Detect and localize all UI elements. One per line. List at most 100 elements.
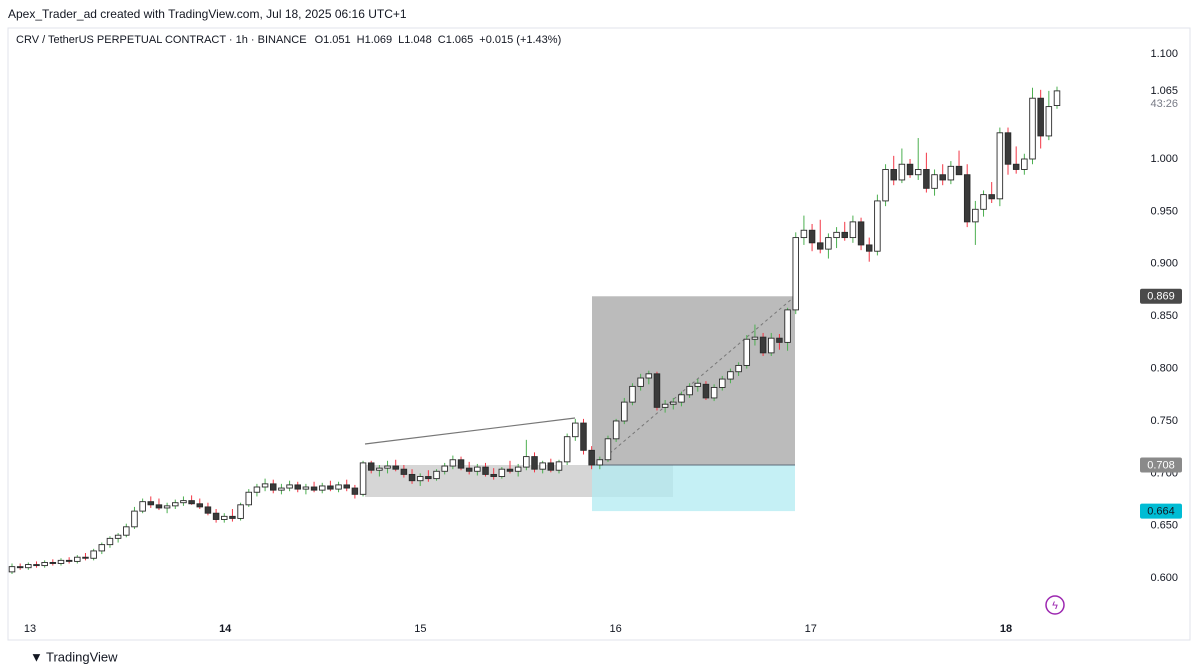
- candle-body: [188, 500, 195, 505]
- stop-zone: [592, 464, 795, 512]
- candle-body: [490, 473, 497, 477]
- candle-body: [645, 373, 653, 379]
- candle-body: [898, 163, 906, 181]
- y-tick-label: 0.900: [1150, 258, 1178, 270]
- entry-tag-bg: [1140, 457, 1182, 473]
- path-line: [595, 295, 796, 466]
- candle-body: [1004, 132, 1012, 165]
- candle-body: [498, 468, 506, 477]
- plot: [8, 86, 1061, 574]
- candle-body: [710, 386, 718, 399]
- candle-body: [1045, 106, 1053, 137]
- candle-body: [57, 559, 65, 564]
- candle-body: [596, 459, 604, 466]
- candle-body: [857, 221, 865, 246]
- x-tick-label: 13: [24, 623, 36, 635]
- candle-body: [376, 467, 383, 471]
- candle-body: [114, 534, 122, 539]
- legend-value: O1.051: [315, 34, 351, 46]
- candle-body: [41, 562, 48, 567]
- candle-body: [33, 564, 40, 567]
- candle-body: [433, 470, 440, 480]
- alert-icon-bolt[interactable]: ϟ: [1052, 600, 1058, 612]
- logo: ▼: [30, 649, 43, 664]
- countdown: 43:26: [1150, 98, 1178, 110]
- candle-body: [563, 436, 571, 463]
- candle-body: [106, 537, 114, 546]
- frame: [7, 27, 1191, 641]
- candle-body: [482, 466, 489, 475]
- candle-body: [270, 483, 277, 491]
- candle-body: [923, 169, 930, 189]
- candle-body: [163, 505, 171, 509]
- y-tick-label: 0.950: [1150, 205, 1178, 217]
- candle-body: [1053, 90, 1061, 106]
- candle-body: [335, 484, 342, 490]
- candle-body: [465, 467, 473, 472]
- candle-body: [841, 231, 848, 239]
- y-tick-label: 1.000: [1150, 153, 1178, 165]
- candle-body: [955, 165, 963, 176]
- candle-body: [996, 132, 1004, 200]
- candle-body: [947, 165, 955, 181]
- candle-body: [816, 242, 824, 250]
- candle-body: [719, 378, 726, 388]
- candle-body: [302, 486, 310, 490]
- candle-body: [621, 401, 628, 422]
- candle-body: [441, 465, 448, 472]
- candle-body: [400, 468, 408, 475]
- entry-tag: 0.708: [1147, 459, 1175, 471]
- y-tick-label: 1.100: [1150, 48, 1178, 60]
- candle-body: [882, 169, 889, 202]
- candle-body: [539, 462, 546, 470]
- candle-body: [939, 174, 946, 181]
- candle-body: [237, 504, 244, 519]
- candle-body: [604, 438, 612, 461]
- candle-body: [221, 515, 228, 520]
- alert-icon[interactable]: [1045, 595, 1065, 615]
- candle-body: [253, 486, 261, 493]
- candle-body: [1012, 163, 1020, 170]
- candle-body: [523, 456, 530, 468]
- candle-body: [972, 208, 979, 223]
- candle-body: [914, 169, 922, 176]
- candle-body: [318, 485, 326, 491]
- candle-body: [506, 468, 514, 472]
- candle-body: [204, 506, 212, 514]
- candle-body: [572, 422, 579, 438]
- y-tick-label: 0.650: [1150, 520, 1178, 532]
- candle-body: [131, 510, 138, 528]
- candle-body: [49, 562, 57, 564]
- candle-body: [155, 504, 163, 509]
- last-price-bg: [1140, 82, 1182, 111]
- candle-body: [16, 566, 24, 569]
- legend-value: H1.069: [357, 34, 392, 46]
- candle-body: [580, 422, 587, 451]
- candle-body: [759, 336, 767, 354]
- candle-body: [139, 501, 146, 512]
- candle-body: [82, 556, 89, 559]
- candle-body: [367, 462, 375, 471]
- candle-body: [180, 500, 187, 504]
- x-tick-label: 18: [1000, 623, 1012, 635]
- last-price: 1.065: [1150, 85, 1178, 97]
- candle-body: [514, 466, 522, 472]
- footer: TradingView: [46, 649, 118, 664]
- candle-body: [261, 483, 269, 488]
- legend-value: C1.065: [438, 34, 473, 46]
- candle-body: [457, 459, 465, 469]
- candle-body: [449, 459, 457, 467]
- candle-body: [278, 487, 285, 491]
- candle-body: [147, 501, 155, 506]
- candle-body: [351, 487, 359, 495]
- candle-body: [74, 556, 81, 562]
- candle-body: [874, 200, 881, 252]
- x-tick-label: 16: [609, 623, 621, 635]
- candle-body: [294, 484, 301, 490]
- candle-body: [890, 169, 897, 181]
- candle-body: [1021, 158, 1028, 170]
- candle-body: [686, 385, 693, 396]
- candle-body: [743, 338, 751, 366]
- candle-body: [25, 564, 32, 569]
- candle-body: [849, 221, 857, 239]
